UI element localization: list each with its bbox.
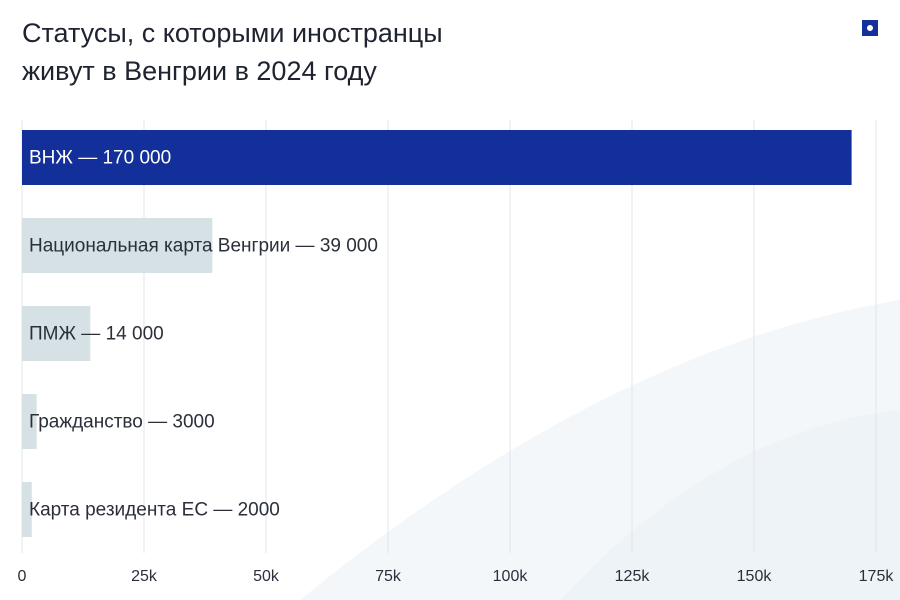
x-tick-label: 75k: [375, 568, 402, 585]
bar: [22, 394, 37, 449]
bar-label: Карта резидента ЕС — 2000: [29, 500, 280, 521]
bar: [22, 482, 32, 537]
x-tick-label: 150k: [737, 568, 773, 585]
chart-title-line-2: живут в Венгрии в 2024 году: [22, 56, 377, 86]
square-dot-logo-icon: [862, 20, 878, 36]
bar-label: Национальная карта Венгрии — 39 000: [29, 236, 378, 257]
bar-label: ВНЖ — 170 000: [29, 148, 171, 169]
x-tick-label: 25k: [131, 568, 158, 585]
x-tick-label: 175k: [859, 568, 895, 585]
chart-title-line-1: Статусы, с которыми иностранцы: [22, 18, 443, 48]
chart-title: Статусы, с которыми иностранцы живут в В…: [22, 14, 582, 90]
x-tick-label: 0: [18, 568, 27, 585]
x-tick-label: 50k: [253, 568, 280, 585]
bar: [22, 130, 852, 185]
bar-label: ПМЖ — 14 000: [29, 324, 164, 345]
x-tick-label: 100k: [493, 568, 529, 585]
bar: [22, 218, 213, 273]
bar: [22, 306, 91, 361]
x-tick-label: 125k: [615, 568, 651, 585]
bar-label: Гражданство — 3000: [29, 412, 215, 433]
